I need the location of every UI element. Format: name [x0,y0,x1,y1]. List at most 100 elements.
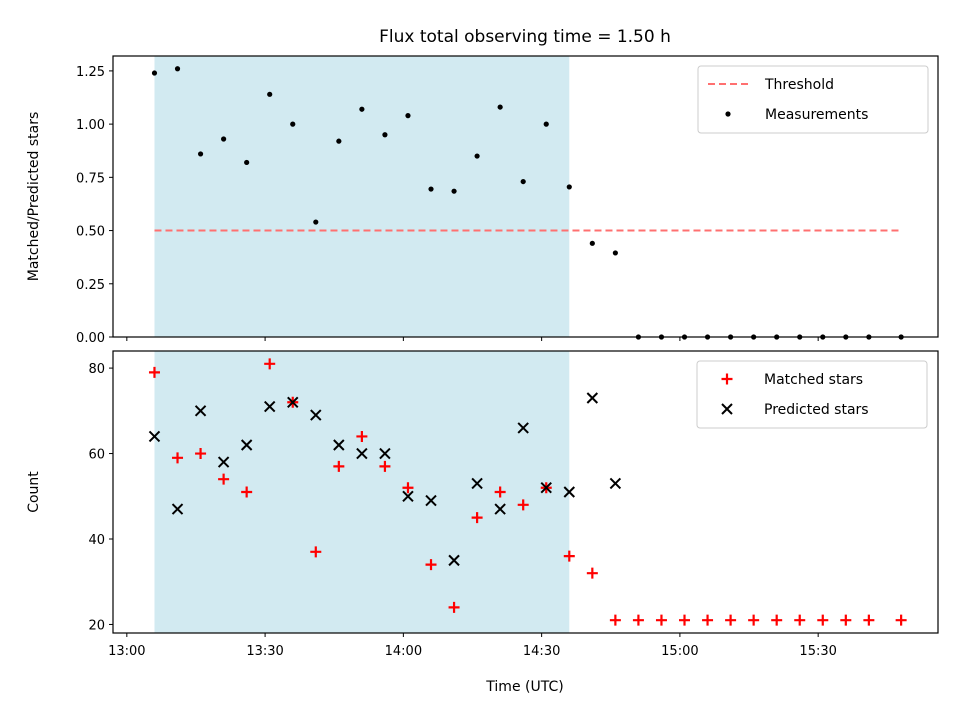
measurement-point [543,121,549,127]
matched-star-point [379,460,391,472]
measurement-point [359,106,365,112]
legend-predicted-swatch [721,403,733,415]
x-tick-label: 14:00 [385,644,422,659]
predicted-star-point [217,456,230,468]
legend-frame [696,360,928,429]
measurement-point [267,91,273,97]
legend-label: Threshold [764,77,834,93]
measurement-point [428,186,434,192]
measurement-point [566,184,572,190]
matched-star-point [632,614,644,626]
measurement-point [612,250,618,256]
chart-title: Flux total observing time = 1.50 h [379,27,671,47]
matched-star-point [771,614,783,626]
predicted-star-point [148,430,161,443]
matched-star-point [563,550,575,562]
predicted-star-point [471,477,483,490]
matched-star-point [195,448,207,460]
y-tick-label: 1.25 [76,65,105,80]
matched-star-point [310,546,322,558]
predicted-star-point [333,439,345,451]
matched-star-point [840,614,852,626]
matched-star-point [494,486,506,498]
x-tick-label: 14:30 [523,644,560,659]
legend: Threshold Measurements [697,65,929,134]
y-tick-label: 1.00 [76,118,105,133]
matched-star-point [448,601,460,613]
predicted-star-point [240,439,253,451]
matched-star-point [218,473,230,485]
matched-star-point [863,614,875,626]
matched-star-point [148,366,160,378]
predicted-star-point [586,392,599,404]
y-tick-label: 20 [88,618,105,633]
y-tick-label: 0.50 [76,225,105,240]
x-tick-label: 13:00 [108,644,145,659]
y-tick-label: 0.75 [76,171,105,186]
observing-interval-shade [154,351,570,633]
matched-star-point [425,559,437,571]
y-tick-label: 40 [88,533,105,548]
predicted-star-point [563,486,575,498]
matched-star-point [172,452,184,464]
y-axis-label: Matched/Predicted stars [26,112,42,282]
measurement-point [244,159,250,166]
predicted-star-point [356,447,368,460]
count-panel: 20 40 60 80 13:00 13:30 14:00 14:30 15:00 15:30 Co… [26,350,939,659]
matched-star-point [609,614,621,626]
measurement-point [405,113,411,119]
measurement-point [290,121,296,127]
y-tick-label: 80 [88,362,105,377]
measurement-point [313,219,319,225]
x-tick-label: 15:30 [799,644,836,659]
matched-star-point [794,614,806,626]
matched-star-point [517,499,529,511]
matched-star-point [679,614,691,626]
matched-star-point [356,430,368,442]
measurement-point [221,136,227,142]
measurement-point [589,240,595,246]
matched-star-point [241,486,253,498]
measurement-point [520,178,526,185]
measurement-point [197,151,204,157]
ratio-panel: 0.00 0.25 0.50 0.75 1.00 1.25 Matched/Predicte… [26,55,939,346]
predicted-star-point [194,405,207,417]
measurement-point [382,132,388,138]
legend: Matched stars Predicted stars [696,360,928,429]
legend-frame [697,65,929,134]
measurement-point [151,70,158,76]
matched-star-point [748,614,760,626]
measurement-point [174,66,181,72]
legend-label: Measurements [765,107,868,123]
matched-star-point [725,614,737,626]
predicted-star-point [517,422,529,434]
predicted-star-point [379,447,391,460]
y-tick-label: 0.25 [76,278,105,293]
matched-star-point [586,567,598,579]
predicted-star-point [425,494,437,507]
x-axis-label: Time (UTC) [485,679,563,695]
predicted-star-point [540,482,552,494]
measurement-point [451,188,457,194]
legend-label: Matched stars [764,372,863,388]
plot-frame [112,350,939,634]
predicted-star-point [402,490,414,502]
predicted-star-point [310,409,322,421]
matched-star-point [655,614,667,626]
matched-star-point [895,614,907,626]
matched-star-point [264,358,276,370]
measurement-point [497,104,503,110]
predicted-star-point [494,503,506,515]
y-axis-label: Count [26,471,42,513]
x-tick-label: 13:30 [246,644,283,659]
matched-star-point [402,482,414,494]
matched-star-point [333,460,345,472]
legend-matched-swatch [721,373,733,385]
matched-star-point [471,512,483,524]
y-tick-label: 60 [88,448,105,463]
predicted-star-point [448,554,460,567]
predicted-star-point [171,503,184,515]
measurement-point [336,138,342,144]
measurement-point [474,153,480,159]
